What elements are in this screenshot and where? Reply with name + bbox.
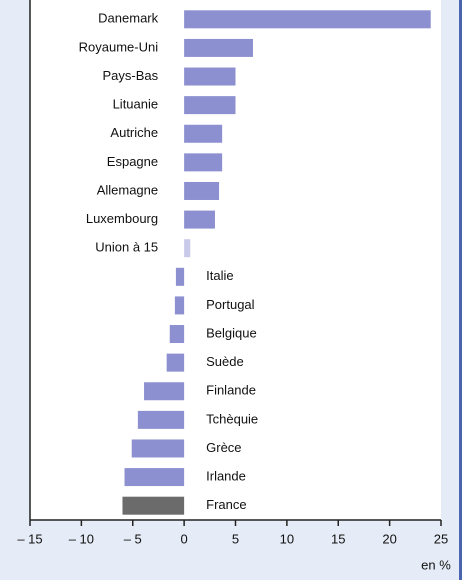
category-label: Royaume-Uni xyxy=(79,39,159,54)
category-label: Luxembourg xyxy=(86,211,158,226)
x-tick-label: – 10 xyxy=(69,531,94,546)
category-label: Irlande xyxy=(206,469,246,484)
category-label: Finlande xyxy=(206,383,256,398)
bar xyxy=(166,353,185,372)
frame xyxy=(459,0,462,580)
category-label: Autriche xyxy=(110,125,158,140)
bar xyxy=(184,210,215,229)
category-label: Suède xyxy=(206,354,244,369)
category-label: Union à 15 xyxy=(95,240,158,255)
category-label: Lituanie xyxy=(113,97,159,112)
bar xyxy=(122,496,185,515)
x-tick-label: 15 xyxy=(331,531,345,546)
bar xyxy=(184,38,253,57)
bar xyxy=(137,410,185,429)
category-label: Pays-Bas xyxy=(102,68,158,83)
x-tick-label: – 5 xyxy=(124,531,142,546)
x-tick-label: 10 xyxy=(280,531,294,546)
category-label: Italie xyxy=(206,268,233,283)
category-label: France xyxy=(206,497,246,512)
category-label: Tchèquie xyxy=(206,411,258,426)
category-label: Grèce xyxy=(206,440,241,455)
bar xyxy=(175,267,185,286)
bar xyxy=(174,296,185,315)
unit-label: en % xyxy=(421,557,451,572)
bar xyxy=(169,325,185,344)
x-tick-label: 5 xyxy=(232,531,239,546)
bar xyxy=(184,96,236,115)
bar xyxy=(184,10,431,29)
category-label: Danemark xyxy=(98,11,158,26)
x-tick-label: 20 xyxy=(382,531,396,546)
x-tick-label: – 15 xyxy=(17,531,42,546)
category-label: Belgique xyxy=(206,325,257,340)
category-label: Espagne xyxy=(107,154,158,169)
bar xyxy=(124,468,185,487)
bar xyxy=(131,439,185,458)
category-label: Allemagne xyxy=(97,182,158,197)
x-tick-label: 25 xyxy=(434,531,448,546)
bar xyxy=(184,153,223,172)
plot-area xyxy=(30,0,441,520)
bar xyxy=(184,239,191,258)
bar xyxy=(184,181,220,200)
category-label: Portugal xyxy=(206,297,255,312)
x-tick-label: 0 xyxy=(181,531,188,546)
bar xyxy=(184,124,223,143)
bar xyxy=(184,67,236,86)
bar xyxy=(144,382,185,401)
